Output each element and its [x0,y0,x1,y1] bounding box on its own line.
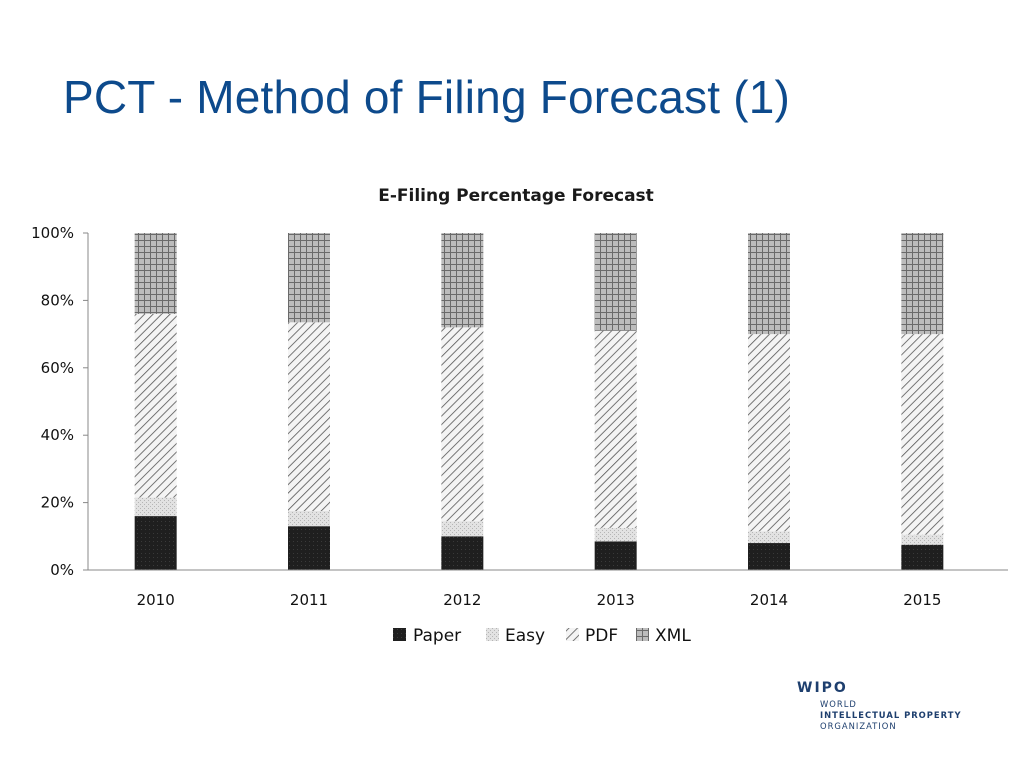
legend-label-easy: Easy [505,626,545,646]
y-tick-label: 60% [41,359,74,377]
bar-segment-paper [594,541,637,570]
bar-segment-paper [441,536,484,570]
y-tick-label: 0% [50,561,74,579]
bar-segment-easy [441,521,484,537]
bar-segment-easy [594,527,637,542]
legend-label-pdf: PDF [585,626,618,646]
bar-segment-pdf [901,334,944,535]
y-tick-label: 20% [41,494,74,512]
legend: Paper Easy PDF XML [393,626,691,646]
bar-segment-pdf [441,327,484,522]
bar-segment-paper [288,526,330,570]
bar-segment-xml [594,233,637,331]
bar-segment-easy [288,511,330,527]
bar-segment-easy [134,497,177,517]
bar-segment-xml [748,233,790,335]
wipo-logo-line-world: WORLD [820,699,857,709]
x-tick-label: 2015 [903,591,941,609]
x-tick-label: 2013 [597,591,635,609]
legend-swatch-pdf [566,628,579,641]
y-tick-label: 80% [41,291,74,309]
chart-title: E-Filing Percentage Forecast [378,186,654,206]
bar-segment-xml [134,233,177,314]
bar-segment-paper [748,543,790,570]
wipo-logo: WIPO WORLD INTELLECTUAL PROPERTY ORGANIZ… [797,680,962,732]
bar-segment-pdf [288,322,330,512]
y-tick-label: 40% [41,426,74,444]
bar-segment-xml [901,233,944,335]
bars [134,233,944,570]
x-tick-label: 2010 [137,591,175,609]
bar-segment-easy [901,534,944,545]
bar-segment-xml [441,233,484,328]
wipo-logo-name: WIPO [797,680,848,696]
x-tick-label: 2011 [290,591,328,609]
y-tick-label: 100% [31,224,74,242]
bar-segment-paper [134,516,177,570]
bar-segment-pdf [594,330,637,528]
bar-segment-paper [901,544,944,570]
legend-label-xml: XML [655,626,691,646]
slide-title: PCT - Method of Filing Forecast (1) [63,71,791,123]
bar-segment-xml [288,233,330,323]
bar-segment-pdf [748,334,790,532]
wipo-logo-line-org: ORGANIZATION [820,721,897,731]
bar-segment-easy [748,531,790,544]
x-axis: 2010 2011 2012 2013 2014 2015 [88,569,1008,609]
bar-segment-pdf [134,313,177,498]
legend-swatch-easy [486,628,499,641]
legend-swatch-xml [636,628,649,641]
legend-label-paper: Paper [413,626,461,646]
x-tick-label: 2014 [750,591,788,609]
y-axis: 0% 20% 40% 60% 80% 100% [31,224,89,579]
x-tick-label: 2012 [443,591,481,609]
wipo-logo-line-ip: INTELLECTUAL PROPERTY [820,710,962,720]
legend-swatch-paper [393,628,406,641]
